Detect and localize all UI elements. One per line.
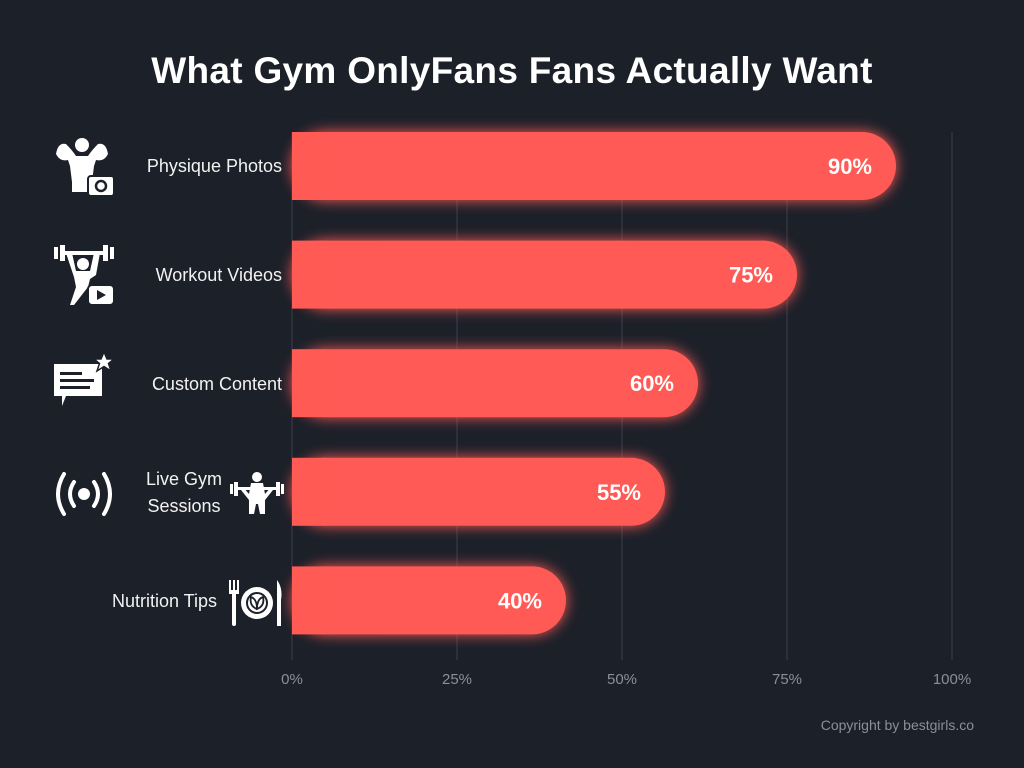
bar: [292, 349, 698, 418]
x-tick-label: 50%: [607, 671, 637, 688]
bar-left-edge: [292, 132, 326, 200]
chat-star-icon: [54, 352, 116, 406]
bar: [292, 457, 665, 526]
category-label-nutrition-tips: Nutrition Tips: [111, 591, 217, 611]
category-label-line: Live Gym: [145, 469, 222, 489]
data-label: 40%: [498, 588, 542, 613]
category-label-custom-content: Custom Content: [151, 374, 282, 394]
bar: [292, 132, 896, 200]
copyright-text: Copyright by bestgirls.co: [820, 717, 974, 733]
category-label-live-gym-sessions: Live Gym Sessions: [146, 466, 222, 520]
bar-left-edge: [292, 240, 326, 309]
x-tick-label: 0%: [281, 671, 303, 688]
category-label-workout-videos: Workout Videos: [155, 265, 282, 285]
data-label: 90%: [828, 154, 872, 179]
category-label-line: Sessions: [147, 496, 221, 516]
plate-leaf-icon: [229, 580, 282, 626]
broadcast-icon: [56, 472, 112, 516]
x-tick-label: 25%: [442, 671, 472, 688]
bar-left-edge: [292, 566, 326, 635]
category-label-physique-photos: Physique Photos: [146, 156, 282, 176]
x-tick-label: 75%: [772, 671, 802, 688]
bar: [292, 240, 797, 309]
weightlifter-video-icon: [54, 245, 115, 306]
x-tick-label: 100%: [933, 671, 971, 688]
bar-left-edge: [292, 349, 326, 418]
bodybuilder-camera-icon: [56, 138, 115, 197]
data-label: 55%: [597, 480, 641, 505]
data-label: 60%: [630, 371, 674, 396]
chart-title: What Gym OnlyFans Fans Actually Want: [151, 50, 873, 91]
bar-left-edge: [292, 457, 326, 526]
bar: [292, 566, 566, 635]
weightlifter-icon: [230, 472, 284, 514]
data-label: 75%: [729, 263, 773, 288]
